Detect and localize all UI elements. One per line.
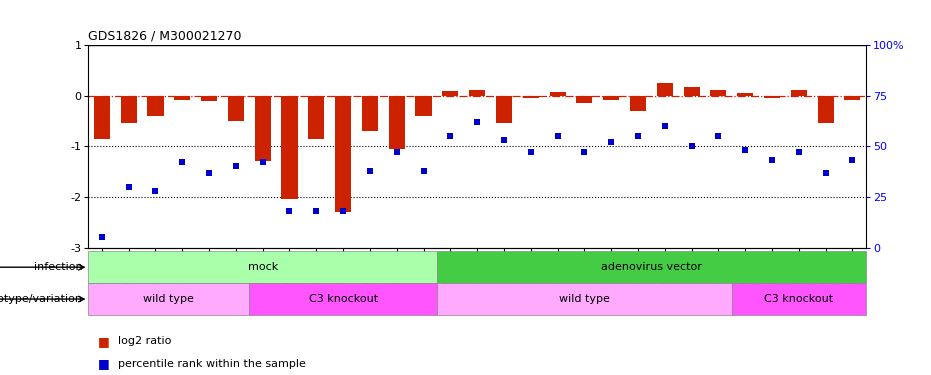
Text: C3 knockout: C3 knockout (308, 294, 378, 304)
Bar (549, 92, 566, 96)
Bar (790, 90, 807, 96)
Text: ■: ■ (98, 357, 110, 370)
Point (818, 170, 833, 176)
Point (202, 170, 217, 176)
Text: wild type: wild type (143, 294, 195, 304)
Point (711, 133, 726, 139)
Text: wild type: wild type (559, 294, 610, 304)
Bar (281, 96, 298, 200)
Bar (250, 283, 437, 315)
Bar (683, 87, 699, 96)
Bar (656, 83, 673, 96)
Point (148, 188, 163, 194)
Bar (388, 96, 405, 149)
Bar (88, 283, 250, 315)
Point (469, 119, 484, 125)
Bar (88, 251, 437, 283)
Bar (603, 96, 619, 100)
Bar (732, 283, 866, 315)
Point (603, 139, 618, 145)
Point (94, 234, 109, 240)
Bar (228, 96, 244, 121)
Bar (121, 96, 137, 123)
Point (228, 164, 243, 170)
Bar (630, 96, 646, 111)
Bar (362, 96, 378, 131)
Bar (442, 90, 458, 96)
Text: GDS1826 / M300021270: GDS1826 / M300021270 (88, 30, 242, 42)
Bar (496, 96, 512, 123)
Text: mock: mock (248, 262, 277, 272)
Point (630, 133, 645, 139)
Point (175, 159, 190, 165)
Bar (147, 96, 164, 116)
Bar (469, 90, 485, 96)
Text: ■: ■ (98, 335, 110, 348)
Bar (437, 251, 866, 283)
Bar (174, 96, 190, 100)
Text: C3 knockout: C3 knockout (764, 294, 833, 304)
Point (389, 149, 404, 155)
Bar (576, 96, 592, 103)
Bar (764, 96, 780, 98)
Point (336, 208, 351, 214)
Text: log2 ratio: log2 ratio (118, 336, 171, 346)
Bar (94, 96, 110, 139)
Text: infection: infection (34, 262, 83, 272)
Point (657, 123, 672, 129)
Bar (415, 96, 432, 116)
Point (764, 158, 779, 164)
Point (309, 208, 324, 214)
Text: genotype/variation: genotype/variation (0, 294, 83, 304)
Point (416, 168, 431, 174)
Point (282, 208, 297, 214)
Point (845, 158, 860, 164)
Bar (817, 96, 833, 123)
Point (362, 168, 377, 174)
Bar (308, 96, 324, 139)
Point (737, 147, 752, 153)
Point (684, 143, 699, 149)
Point (496, 137, 511, 143)
Bar (710, 90, 726, 96)
Bar (737, 93, 753, 96)
Point (121, 184, 136, 190)
Point (255, 159, 270, 165)
Point (443, 133, 458, 139)
Text: percentile rank within the sample: percentile rank within the sample (118, 359, 306, 369)
Bar (335, 96, 351, 212)
Bar (522, 96, 539, 98)
Point (577, 149, 592, 155)
Point (550, 133, 565, 139)
Point (523, 149, 538, 155)
Bar (201, 96, 217, 100)
Text: adenovirus vector: adenovirus vector (600, 262, 702, 272)
Bar (844, 96, 860, 100)
Bar (437, 283, 732, 315)
Point (791, 149, 806, 155)
Bar (255, 96, 271, 161)
